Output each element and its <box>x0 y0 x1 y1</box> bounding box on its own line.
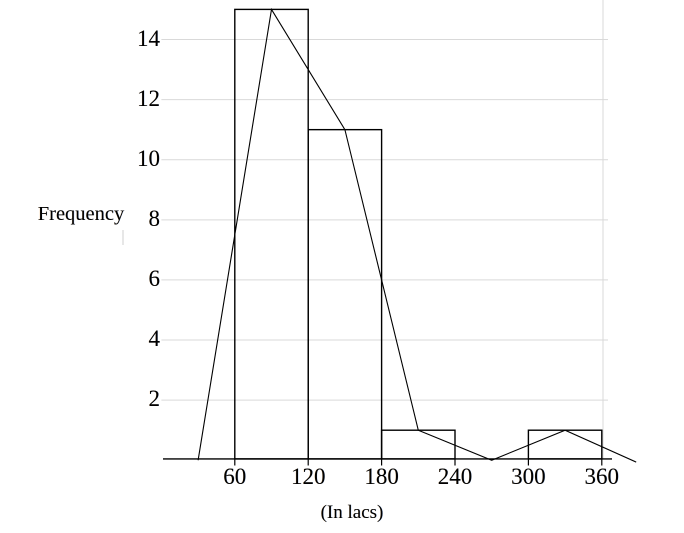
svg-text:4: 4 <box>149 326 161 351</box>
svg-text:360: 360 <box>585 464 620 489</box>
svg-text:6: 6 <box>149 266 161 291</box>
svg-text:Frequency: Frequency <box>38 203 125 225</box>
svg-text:240: 240 <box>438 464 473 489</box>
svg-text:(In lacs): (In lacs) <box>321 502 384 523</box>
svg-text:300: 300 <box>511 464 546 489</box>
svg-text:180: 180 <box>364 464 399 489</box>
svg-text:60: 60 <box>223 464 246 489</box>
svg-text:120: 120 <box>291 464 326 489</box>
svg-text:8: 8 <box>149 206 161 231</box>
svg-text:2: 2 <box>149 386 161 411</box>
svg-text:10: 10 <box>137 146 160 171</box>
svg-text:14: 14 <box>137 26 161 51</box>
svg-text:12: 12 <box>137 86 160 111</box>
